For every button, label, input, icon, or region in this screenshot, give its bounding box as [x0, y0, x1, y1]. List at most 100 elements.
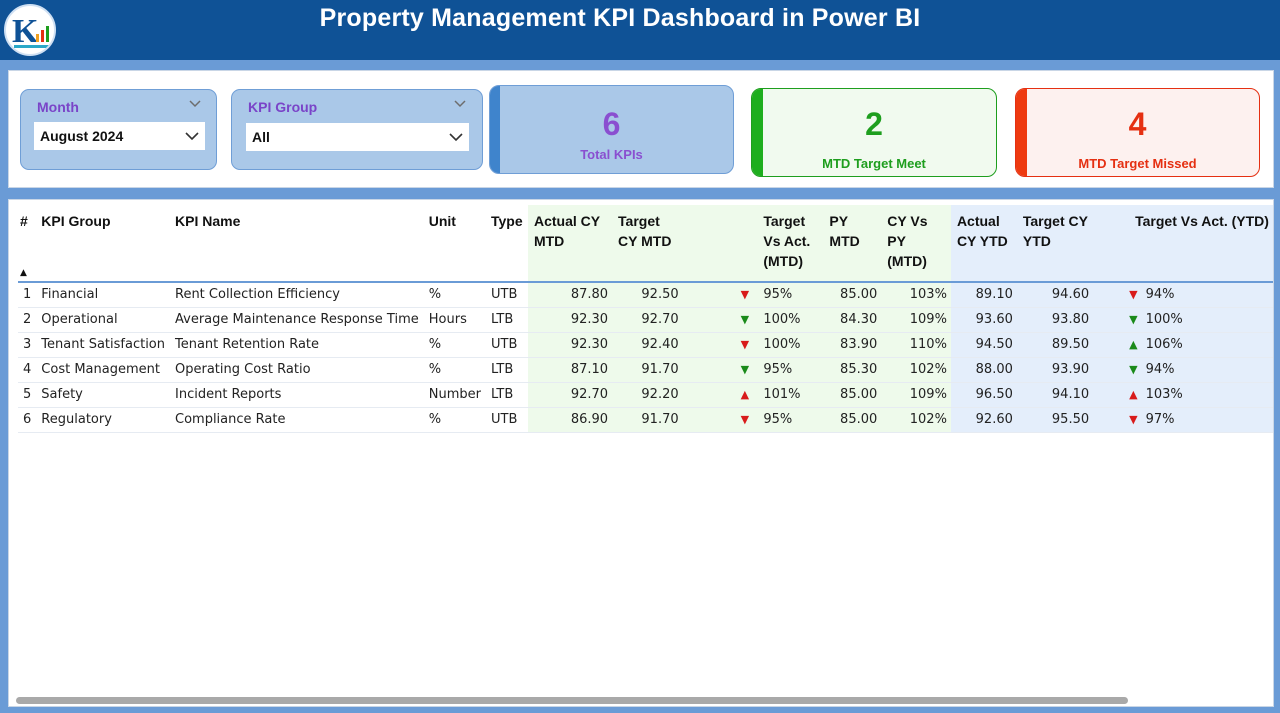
- py-mtd-cell: 85.30: [823, 357, 882, 383]
- col-header-py-mtd[interactable]: PY MTD: [823, 205, 882, 283]
- col-header-kpi-name[interactable]: KPI Name: [169, 205, 423, 283]
- py-mtd-cell: 83.90: [823, 332, 882, 358]
- chevron-down-icon[interactable]: [184, 129, 200, 143]
- svg-text:K: K: [12, 13, 39, 50]
- row-number: 2: [18, 307, 36, 333]
- table-row[interactable]: 4 Cost Management Operating Cost Ratio% LTB…: [18, 357, 1273, 383]
- target-cy-ytd-cell: 94.10: [1016, 382, 1094, 408]
- row-number: 4: [18, 357, 36, 383]
- actual-cy-ytd-cell: 88.00: [950, 357, 1017, 383]
- target-vs-act-ytd-value: 94%: [1145, 287, 1175, 303]
- month-dropdown[interactable]: August 2024: [34, 122, 205, 150]
- target-cy-mtd-cell: 91.70: [612, 357, 683, 383]
- col-header-kpi-group[interactable]: KPI Group: [35, 205, 169, 283]
- col-header-unit[interactable]: Unit: [422, 205, 485, 283]
- triangle-down-icon: ▼: [1129, 413, 1138, 426]
- actual-cy-ytd-cell: 93.60: [950, 307, 1017, 333]
- unit-cell: %: [422, 332, 485, 358]
- row-number: 5: [18, 382, 36, 408]
- actual-cy-mtd-cell: 87.10: [527, 357, 613, 383]
- kpi-group-cell: Safety: [35, 382, 169, 408]
- table-row[interactable]: 1 Financial Rent Collection Efficiency% UTB…: [18, 282, 1273, 308]
- actual-cy-ytd-cell: 89.10: [950, 282, 1017, 308]
- type-cell: LTB: [484, 357, 528, 383]
- unit-cell: %: [422, 357, 485, 383]
- filters-and-cards-panel: Month August 2024 KPI Group All 6 Total …: [8, 70, 1274, 188]
- mtd-target-missed-card: 4 MTD Target Missed: [1015, 88, 1260, 177]
- chevron-down-icon[interactable]: [448, 130, 464, 144]
- target-vs-act-ytd-value: 100%: [1145, 312, 1183, 327]
- kpi-group-cell: Operational: [35, 307, 169, 333]
- py-mtd-cell: 85.00: [823, 407, 882, 433]
- triangle-down-icon: ▼: [740, 288, 750, 302]
- mtd-trend-icon: ▲: [682, 382, 758, 408]
- actual-cy-ytd-cell: 94.50: [950, 332, 1017, 358]
- target-vs-act-ytd-cell: ▲ 106%: [1093, 332, 1273, 358]
- kpi-group-slicer[interactable]: KPI Group All: [231, 89, 483, 170]
- header-bar: K Property Management KPI Dashboard in P…: [0, 0, 1280, 60]
- target-cy-ytd-cell: 94.60: [1016, 282, 1094, 308]
- actual-cy-ytd-cell: 96.50: [950, 382, 1017, 408]
- mtd-target-missed-label: MTD Target Missed: [1078, 156, 1197, 171]
- cy-vs-py-mtd-cell: 109%: [881, 382, 951, 408]
- type-cell: UTB: [484, 282, 528, 308]
- target-vs-act-mtd-cell: 95%: [757, 407, 824, 433]
- card-accent-bar: [490, 86, 500, 173]
- kpi-group-cell: Tenant Satisfaction: [35, 332, 169, 358]
- col-header-target-vs-act-mtd[interactable]: Target Vs Act. (MTD): [757, 205, 824, 283]
- target-cy-ytd-cell: 93.80: [1016, 307, 1094, 333]
- target-vs-act-ytd-value: 103%: [1145, 387, 1183, 402]
- type-cell: LTB: [484, 382, 528, 408]
- table-row[interactable]: 6 Regulatory Compliance Rate% UTB 86.90 91.70…: [18, 407, 1273, 433]
- kpi-group-slicer-label: KPI Group: [248, 99, 318, 115]
- target-vs-act-mtd-cell: 100%: [757, 307, 824, 333]
- mtd-trend-icon: ▼: [682, 357, 758, 383]
- table-row[interactable]: 3 Tenant Satisfaction Tenant Retention Rat…: [18, 332, 1273, 358]
- actual-cy-mtd-cell: 92.30: [527, 307, 613, 333]
- cy-vs-py-mtd-cell: 109%: [881, 307, 951, 333]
- month-slicer-label: Month: [37, 99, 79, 115]
- row-number: 3: [18, 332, 36, 358]
- mtd-trend-icon: ▼: [682, 307, 758, 333]
- col-header-actual-cy-ytd[interactable]: Actual CY YTD: [950, 205, 1017, 283]
- triangle-down-icon: ▼: [1129, 313, 1138, 326]
- py-mtd-cell: 85.00: [823, 382, 882, 408]
- mtd-trend-icon: ▼: [682, 282, 758, 308]
- col-header-actual-cy-mtd[interactable]: Actual CY MTD: [527, 205, 613, 283]
- kpi-group-dropdown[interactable]: All: [246, 123, 469, 151]
- col-header-type[interactable]: Type: [484, 205, 528, 283]
- target-vs-act-ytd-cell: ▼ 94%: [1093, 357, 1273, 383]
- unit-cell: Number: [422, 382, 485, 408]
- target-vs-act-mtd-cell: 95%: [757, 357, 824, 383]
- sort-ascending-icon[interactable]: ▲: [20, 268, 27, 278]
- card-accent-bar: [1016, 89, 1027, 176]
- col-header-cy-vs-py-mtd[interactable]: CY Vs PY (MTD): [881, 205, 951, 283]
- month-slicer[interactable]: Month August 2024: [20, 89, 217, 170]
- month-dropdown-value: August 2024: [40, 128, 124, 144]
- page-title: Property Management KPI Dashboard in Pow…: [319, 4, 921, 32]
- total-kpis-card: 6 Total KPIs: [489, 85, 734, 174]
- triangle-up-icon: ▲: [740, 388, 750, 401]
- actual-cy-mtd-cell: 86.90: [527, 407, 613, 433]
- chevron-down-icon[interactable]: [453, 98, 467, 110]
- kpi-group-cell: Cost Management: [35, 357, 169, 383]
- col-header-target-vs-act-ytd[interactable]: Target Vs Act. (YTD): [1093, 205, 1273, 283]
- target-cy-ytd-cell: 93.90: [1016, 357, 1094, 383]
- target-vs-act-mtd-cell: 100%: [757, 332, 824, 358]
- mtd-target-meet-value: 2: [865, 106, 883, 142]
- table-row[interactable]: 2 Operational Average Maintenance Response…: [18, 307, 1273, 333]
- table-row[interactable]: 5 Safety Incident Reports Number LTB 92.70 92.…: [18, 382, 1273, 408]
- triangle-down-icon: ▼: [740, 363, 750, 376]
- col-header-num[interactable]: #: [18, 205, 36, 283]
- unit-cell: %: [422, 282, 485, 308]
- col-header-target-cy-ytd[interactable]: Target CY YTD: [1016, 205, 1094, 283]
- kpi-table-panel: # KPI Group KPI Name Unit Type Actual CY…: [8, 199, 1274, 707]
- kpi-name-cell: Incident Reports: [169, 382, 423, 408]
- cy-vs-py-mtd-cell: 102%: [881, 357, 951, 383]
- horizontal-scrollbar[interactable]: [16, 697, 1128, 704]
- kpi-group-cell: Regulatory: [35, 407, 169, 433]
- total-kpis-value: 6: [602, 106, 621, 142]
- target-cy-mtd-cell: 92.20: [612, 382, 683, 408]
- chevron-down-icon[interactable]: [188, 98, 202, 110]
- col-header-target-cy-mtd[interactable]: Target CY MTD: [612, 205, 683, 283]
